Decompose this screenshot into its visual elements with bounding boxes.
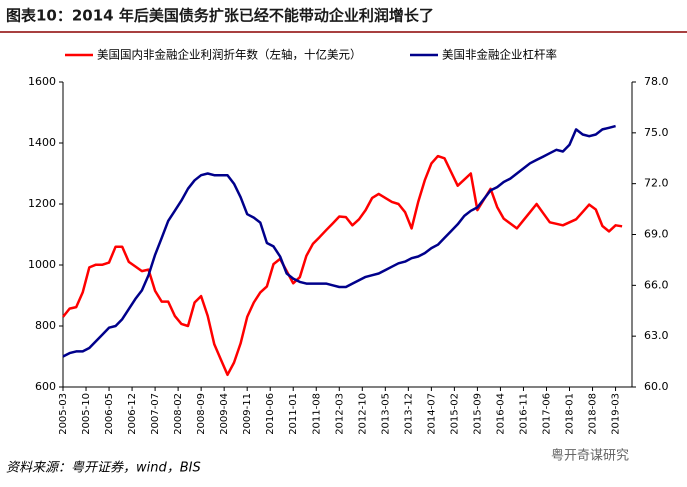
x-tick-label: 2019-03 bbox=[611, 393, 622, 435]
y-tick-label: 1200 bbox=[28, 197, 56, 210]
y2-tick-label: 69.0 bbox=[644, 228, 669, 241]
x-tick-label: 2011-01 bbox=[288, 393, 299, 435]
y-tick-label: 1400 bbox=[28, 136, 56, 149]
y-tick-label: 600 bbox=[35, 380, 56, 393]
x-tick-label: 2013-12 bbox=[403, 393, 414, 435]
x-tick-label: 2008-02 bbox=[173, 393, 184, 435]
x-tick-label: 2009-04 bbox=[219, 393, 230, 435]
legend-label: 美国国内非金融企业利润折年数（左轴，十亿美元） bbox=[97, 48, 362, 62]
x-tick-label: 2005-03 bbox=[58, 393, 69, 435]
y2-tick-label: 75.0 bbox=[644, 126, 669, 139]
x-tick-label: 2017-06 bbox=[541, 393, 552, 435]
x-tick-label: 2006-05 bbox=[104, 393, 115, 435]
x-tick-label: 2011-08 bbox=[311, 393, 322, 435]
y2-tick-label: 78.0 bbox=[644, 75, 669, 88]
y-tick-label: 1600 bbox=[28, 75, 56, 88]
x-tick-label: 2018-08 bbox=[588, 393, 599, 435]
x-tick-label: 2009-11 bbox=[242, 393, 253, 435]
x-tick-label: 2015-02 bbox=[449, 393, 460, 435]
x-tick-label: 2006-12 bbox=[127, 393, 138, 435]
series-line bbox=[62, 154, 623, 377]
watermark: 粤开奇谋研究 bbox=[551, 448, 629, 464]
x-tick-label: 2016-04 bbox=[495, 393, 506, 435]
y2-tick-label: 72.0 bbox=[644, 177, 669, 190]
x-tick-label: 2013-05 bbox=[380, 393, 391, 435]
x-tick-label: 2018-01 bbox=[565, 393, 576, 435]
x-tick-label: 2012-10 bbox=[357, 393, 368, 435]
x-tick-label: 2014-07 bbox=[426, 393, 437, 435]
x-tick-label: 2007-07 bbox=[150, 393, 161, 435]
source: 资料来源：粤开证券，wind，BIS bbox=[6, 460, 201, 476]
x-tick-label: 2016-11 bbox=[518, 393, 529, 435]
y2-tick-label: 66.0 bbox=[644, 278, 669, 291]
x-tick-label: 2010-06 bbox=[265, 393, 276, 435]
x-tick-label: 2008-09 bbox=[196, 393, 207, 435]
y-tick-label: 800 bbox=[35, 319, 56, 332]
series-line bbox=[62, 124, 616, 358]
y2-tick-label: 63.0 bbox=[644, 329, 669, 342]
x-tick-label: 2015-09 bbox=[472, 393, 483, 435]
y-tick-label: 1000 bbox=[28, 258, 56, 271]
y2-tick-label: 60.0 bbox=[644, 380, 669, 393]
title: 图表10：2014 年后美国债务扩张已经不能带动企业利润增长了 bbox=[6, 7, 434, 25]
x-tick-label: 2012-03 bbox=[334, 393, 345, 435]
legend-label: 美国非金融企业杠杆率 bbox=[442, 48, 557, 62]
x-tick-label: 2005-10 bbox=[81, 393, 92, 435]
